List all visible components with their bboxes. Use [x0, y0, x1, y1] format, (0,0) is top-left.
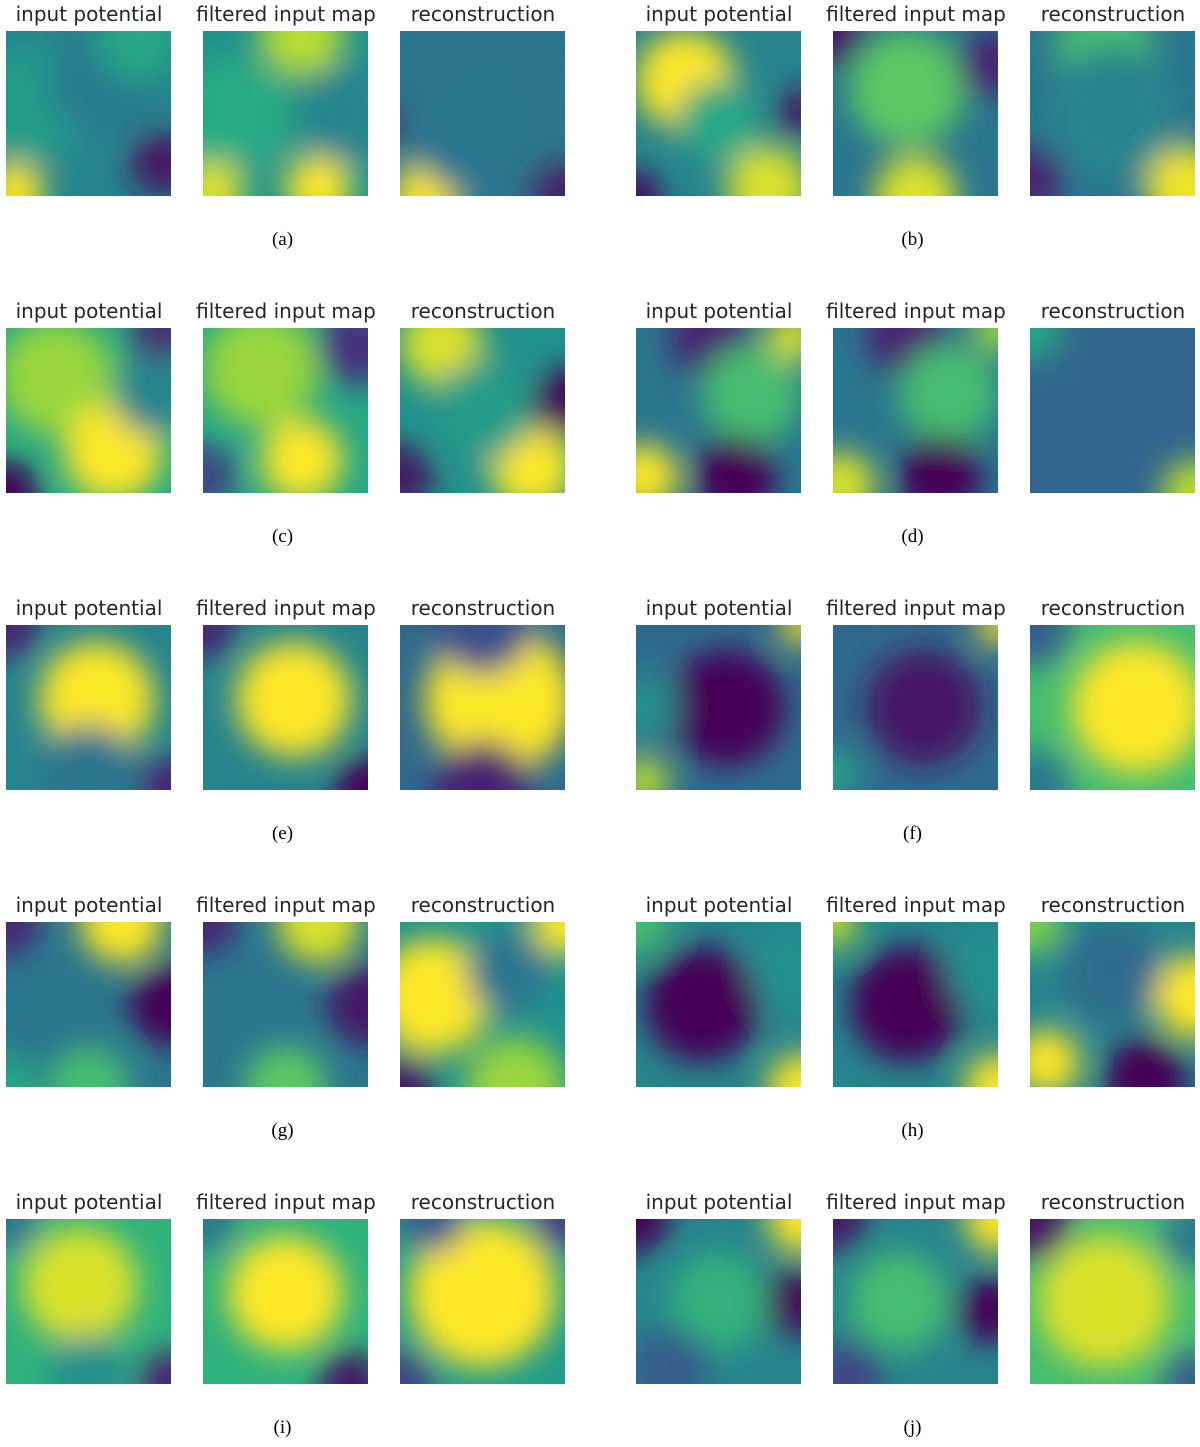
- panel-caption: (i): [273, 1417, 292, 1438]
- reconstruction-map: [1030, 922, 1195, 1087]
- input-potential-title: input potential: [645, 1190, 793, 1214]
- input-potential-title: input potential: [15, 299, 163, 323]
- filtered-input-map: [833, 328, 998, 493]
- reconstruction-title: reconstruction: [1040, 596, 1186, 620]
- panel-caption: (e): [271, 823, 294, 844]
- input-potential-map: [6, 31, 171, 196]
- input-potential-map: [6, 625, 171, 790]
- input-potential-map: [636, 922, 801, 1087]
- filtered-input-map: [203, 1219, 368, 1384]
- panel-g: input potential filtered input map reconst…: [6, 891, 571, 1141]
- reconstruction-map: [1030, 1219, 1195, 1384]
- reconstruction-title: reconstruction: [1040, 1190, 1186, 1214]
- panel-a: input potential filtered input map reconst…: [6, 0, 571, 250]
- filtered-input-map: [203, 625, 368, 790]
- reconstruction-title: reconstruction: [1040, 893, 1186, 917]
- panel-d: input potential filtered input map reconst…: [636, 297, 1200, 547]
- filtered-input-map-title: filtered input map: [196, 2, 376, 26]
- reconstruction-title: reconstruction: [1040, 299, 1186, 323]
- panel-caption: (h): [901, 1120, 924, 1141]
- input-potential-map: [6, 922, 171, 1087]
- reconstruction-title: reconstruction: [410, 893, 556, 917]
- reconstruction-title: reconstruction: [1040, 2, 1186, 26]
- filtered-input-map-title: filtered input map: [826, 1190, 1006, 1214]
- filtered-input-map-title: filtered input map: [196, 893, 376, 917]
- panel-i: input potential filtered input map reconst…: [6, 1188, 571, 1438]
- panel-caption: (f): [903, 823, 922, 844]
- input-potential-map: [636, 328, 801, 493]
- reconstruction-map: [1030, 625, 1195, 790]
- panel-caption: (d): [901, 526, 924, 547]
- panel-b: input potential filtered input map reconst…: [636, 0, 1200, 250]
- input-potential-map: [6, 328, 171, 493]
- reconstruction-title: reconstruction: [410, 596, 556, 620]
- input-potential-title: input potential: [645, 2, 793, 26]
- filtered-input-map: [203, 328, 368, 493]
- reconstruction-map: [400, 328, 565, 493]
- filtered-input-map-title: filtered input map: [826, 893, 1006, 917]
- filtered-input-map: [833, 922, 998, 1087]
- panel-caption: (c): [271, 526, 294, 547]
- input-potential-title: input potential: [645, 596, 793, 620]
- reconstruction-map: [1030, 31, 1195, 196]
- filtered-input-map: [833, 625, 998, 790]
- reconstruction-map: [400, 31, 565, 196]
- panel-caption: (a): [271, 229, 294, 250]
- filtered-input-map-title: filtered input map: [196, 299, 376, 323]
- input-potential-title: input potential: [15, 596, 163, 620]
- filtered-input-map: [203, 31, 368, 196]
- input-potential-map: [636, 31, 801, 196]
- reconstruction-map: [1030, 328, 1195, 493]
- reconstruction-map: [400, 1219, 565, 1384]
- panel-j: input potential filtered input map reconst…: [636, 1188, 1200, 1438]
- filtered-input-map-title: filtered input map: [826, 2, 1006, 26]
- panel-f: input potential filtered input map reconst…: [636, 594, 1200, 844]
- reconstruction-map: [400, 922, 565, 1087]
- panel-caption: (j): [903, 1417, 922, 1438]
- panel-h: input potential filtered input map reconst…: [636, 891, 1200, 1141]
- filtered-input-map: [833, 1219, 998, 1384]
- filtered-input-map-title: filtered input map: [826, 299, 1006, 323]
- filtered-input-map-title: filtered input map: [196, 1190, 376, 1214]
- input-potential-title: input potential: [15, 1190, 163, 1214]
- reconstruction-title: reconstruction: [410, 2, 556, 26]
- panel-caption: (b): [901, 229, 924, 250]
- input-potential-title: input potential: [15, 893, 163, 917]
- reconstruction-title: reconstruction: [410, 299, 556, 323]
- panel-e: input potential filtered input map reconst…: [6, 594, 571, 844]
- panel-caption: (g): [271, 1120, 294, 1141]
- filtered-input-map: [833, 31, 998, 196]
- input-potential-title: input potential: [645, 299, 793, 323]
- filtered-input-map: [203, 922, 368, 1087]
- filtered-input-map-title: filtered input map: [826, 596, 1006, 620]
- input-potential-title: input potential: [15, 2, 163, 26]
- reconstruction-map: [400, 625, 565, 790]
- reconstruction-title: reconstruction: [410, 1190, 556, 1214]
- input-potential-map: [6, 1219, 171, 1384]
- input-potential-map: [636, 1219, 801, 1384]
- input-potential-map: [636, 625, 801, 790]
- filtered-input-map-title: filtered input map: [196, 596, 376, 620]
- input-potential-title: input potential: [645, 893, 793, 917]
- panel-c: input potential filtered input map reconst…: [6, 297, 571, 547]
